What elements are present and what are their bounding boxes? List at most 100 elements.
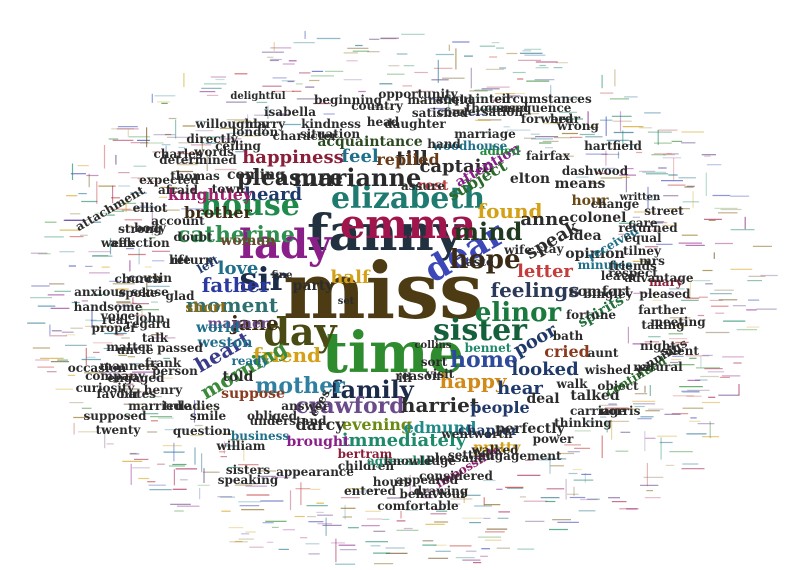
cloud-word: wrong xyxy=(556,119,599,133)
cloud-word: taking xyxy=(641,318,685,332)
cloud-word: consequence xyxy=(485,101,572,115)
cloud-word: passed xyxy=(157,341,203,355)
cloud-word: situation xyxy=(300,127,360,141)
cloud-word: weston xyxy=(197,335,253,351)
cloud-word: hour xyxy=(571,193,609,209)
cloud-word: bertram xyxy=(338,447,393,461)
cloud-word: street xyxy=(644,204,684,218)
cloud-word: smile xyxy=(190,409,227,423)
cloud-word: looked xyxy=(511,359,579,380)
cloud-word: henry xyxy=(144,383,183,397)
cloud-word: opportunity xyxy=(378,87,458,101)
cloud-word: thinking xyxy=(554,416,612,430)
cloud-word: change xyxy=(591,197,640,211)
cloud-word: country xyxy=(351,99,404,113)
cloud-word: heard xyxy=(244,184,303,205)
cloud-word: aunt xyxy=(588,346,619,360)
cloud-word: children xyxy=(338,459,394,473)
cloud-word: delightful xyxy=(230,91,285,102)
cloud-word: friend xyxy=(253,343,321,367)
cloud-word: silent xyxy=(661,344,699,358)
cloud-word: woman xyxy=(219,233,275,249)
cloud-word: real xyxy=(102,313,129,327)
cloud-word: home xyxy=(450,347,518,373)
cloud-word: glad xyxy=(165,289,195,303)
cloud-word: afraid xyxy=(158,183,199,197)
cloud-word: voice xyxy=(100,309,136,323)
cloud-word: love xyxy=(218,258,259,279)
cloud-word: cried xyxy=(544,342,590,361)
cloud-word: sister xyxy=(433,313,528,348)
cloud-word: happiness xyxy=(242,147,344,168)
cloud-word: night xyxy=(640,339,676,353)
cloud-word: acquaintance xyxy=(317,134,422,150)
cloud-word: marry xyxy=(245,117,286,131)
cloud-word: leave xyxy=(601,269,636,283)
cloud-word: life xyxy=(169,253,191,267)
cloud-word: occasion xyxy=(68,361,127,375)
cloud-word: agreeable xyxy=(367,454,433,468)
cloud-word: suppose xyxy=(221,386,285,402)
cloud-word: speaking xyxy=(218,473,279,487)
cloud-word: knowledge xyxy=(384,454,456,468)
cloud-word: london xyxy=(232,125,279,139)
cloud-word: miss xyxy=(283,246,483,337)
cloud-word: evening xyxy=(342,415,412,434)
cloud-word: elliot xyxy=(133,201,168,215)
cloud-word: family xyxy=(330,375,415,404)
cloud-word: opinion xyxy=(565,246,624,262)
cloud-word: sir xyxy=(239,260,287,298)
cloud-word: obliged xyxy=(247,409,298,423)
cloud-word: happy xyxy=(439,369,507,393)
cloud-word: pretty xyxy=(473,440,521,456)
cloud-word: william xyxy=(215,439,265,453)
cloud-word: hand xyxy=(427,137,461,151)
cloud-word: account xyxy=(151,214,205,228)
cloud-word: bennet xyxy=(465,341,512,355)
cloud-word: meeting xyxy=(650,315,706,329)
cloud-word: spoke xyxy=(118,286,157,300)
cloud-word: house xyxy=(200,188,300,223)
cloud-word: daughter xyxy=(384,117,446,131)
word-cloud-background-words xyxy=(27,30,778,565)
cloud-word: understand xyxy=(250,414,328,428)
cloud-word: chapter xyxy=(458,423,519,439)
cloud-word: sort xyxy=(421,355,448,369)
cloud-word: told xyxy=(223,369,254,385)
cloud-word: beginning xyxy=(314,93,383,107)
cloud-word: care xyxy=(628,216,657,230)
cloud-word: wife xyxy=(503,243,532,257)
cloud-word: friends xyxy=(609,259,657,273)
cloud-word: respect xyxy=(608,266,658,280)
cloud-word: father xyxy=(202,273,271,297)
cloud-word: strong xyxy=(118,222,162,236)
cloud-word: darcy xyxy=(295,415,345,434)
cloud-word: marianne xyxy=(293,163,421,192)
cloud-word: regard xyxy=(126,317,171,331)
cloud-word: manner xyxy=(208,316,269,332)
cloud-word: hope xyxy=(450,245,521,275)
cloud-word: perfectly xyxy=(495,421,565,437)
cloud-word: head xyxy=(367,115,400,129)
cloud-word: walk xyxy=(556,377,589,391)
cloud-word: till xyxy=(396,146,428,170)
cloud-word: replied xyxy=(376,150,439,169)
cloud-word: considered xyxy=(419,469,493,483)
cloud-word: body xyxy=(134,221,167,235)
cloud-word: business xyxy=(231,429,290,443)
cloud-word: anxious xyxy=(74,285,126,299)
cloud-word: fanny xyxy=(307,203,465,262)
cloud-word: expected xyxy=(139,173,199,187)
cloud-word: uncle xyxy=(117,343,154,357)
cloud-word: catherine xyxy=(177,222,295,248)
cloud-word: jane xyxy=(229,311,278,335)
cloud-word: conversation xyxy=(437,105,524,119)
cloud-word: kindness xyxy=(301,117,361,131)
cloud-word: immediately xyxy=(342,430,467,451)
cloud-word: anne xyxy=(520,209,569,230)
cloud-word: returned xyxy=(618,221,678,235)
cloud-word: talked xyxy=(570,388,619,404)
cloud-word: people xyxy=(470,398,529,417)
cloud-word: moment xyxy=(186,293,279,317)
